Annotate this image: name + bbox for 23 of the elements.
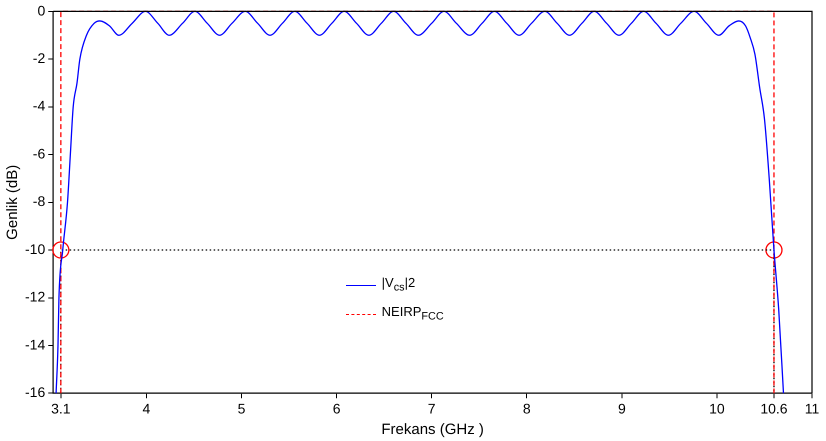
x-axis-title: Frekans (GHz )	[381, 421, 484, 438]
y-tick-label: -12	[25, 288, 46, 305]
y-axis-title: Genlik (dB)	[4, 164, 22, 240]
x-tick-label: 11	[804, 400, 820, 416]
y-tick-label: -4	[32, 98, 46, 114]
y-tick-label: -10	[25, 240, 46, 257]
y-tick-label: -6	[32, 145, 46, 162]
legend-label: NEIRP$_{FCC}$	[382, 302, 444, 324]
y-tick-label: -2	[32, 50, 46, 66]
x-tick-label: 8	[522, 400, 531, 416]
x-tick-label: 7	[428, 400, 436, 416]
y-tick-label: 0	[37, 2, 46, 18]
x-tick-label: 10	[709, 400, 725, 416]
x-tick-label: 9	[618, 400, 626, 416]
y-tick-label: -14	[25, 336, 46, 352]
x-tick-label: 4	[142, 400, 151, 416]
x-tick-label: 10.6	[760, 400, 788, 416]
x-tick-label: 3.1	[51, 400, 71, 416]
x-tick-label: 5	[238, 400, 246, 416]
x-tick-label: 6	[332, 400, 341, 416]
y-tick-label: -8	[32, 193, 46, 210]
y-tick-label: -16	[25, 384, 46, 400]
legend-label: |V$_{cs}$|2	[382, 274, 416, 296]
